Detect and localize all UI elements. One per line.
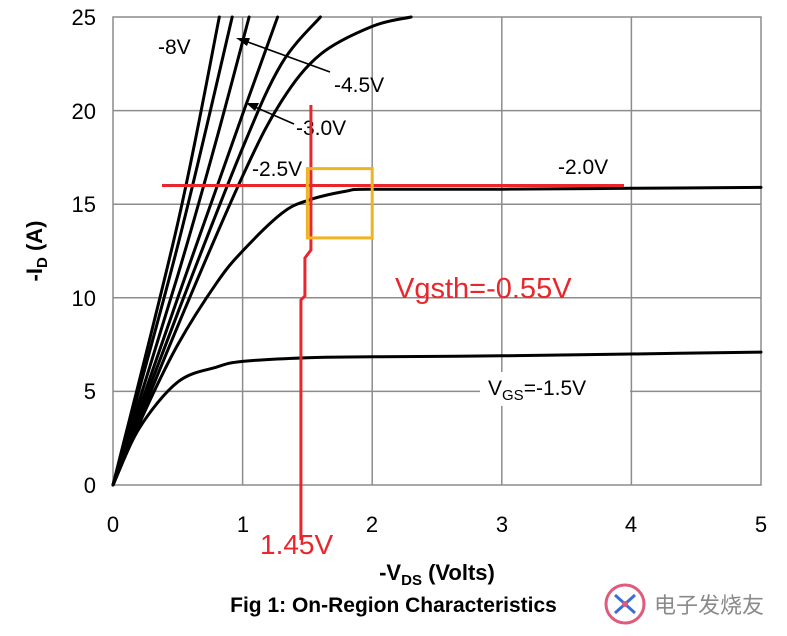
y-tick-label: 0 <box>84 473 96 498</box>
curve-label: -2.0V <box>558 156 608 179</box>
vertical-marker-line <box>299 105 313 540</box>
grid-lines <box>113 17 761 485</box>
series-line <box>111 15 251 487</box>
curve-label: -8V <box>158 36 191 59</box>
arrowhead-icon <box>246 103 259 111</box>
curve-label: -2.5V <box>252 158 302 181</box>
series-line <box>111 350 763 487</box>
vds-marker-label: 1.45V <box>260 529 333 560</box>
plot-area <box>112 16 762 486</box>
watermark-text: 电子发烧友 <box>654 594 765 619</box>
y-tick-label: 15 <box>72 192 96 217</box>
highlight-box <box>305 167 374 240</box>
figure-caption: Fig 1: On-Region Characteristics <box>230 594 557 617</box>
annotation-overlay <box>162 105 624 540</box>
x-tick-label: 1 <box>237 512 249 537</box>
x-tick-label: 3 <box>496 512 508 537</box>
curve-label-vgs: VGS=-1.5V <box>488 377 586 404</box>
y-tick-label: 20 <box>72 99 96 124</box>
label-backdrop <box>554 153 624 179</box>
y-tick-labels: 0 5 10 15 20 25 <box>72 5 96 498</box>
x-tick-label: 0 <box>107 512 119 537</box>
label-backdrop <box>480 372 630 406</box>
label-arrow <box>254 106 295 125</box>
x-tick-label: 5 <box>755 512 767 537</box>
y-tick-label: 5 <box>84 379 96 404</box>
series-line <box>111 15 322 487</box>
watermark: 电子发烧友 <box>602 578 787 630</box>
series-line <box>111 15 413 487</box>
y-tick-label: 25 <box>72 5 96 30</box>
series-line <box>111 15 234 487</box>
x-tick-label: 2 <box>366 512 378 537</box>
x-tick-label: 4 <box>625 512 637 537</box>
curve-label: -3.0V <box>296 117 346 140</box>
vgsth-annotation: Vgsth=-0.55V <box>395 273 572 305</box>
curve-label: -4.5V <box>334 74 384 97</box>
cat-logo-icon <box>604 583 646 625</box>
label-arrow <box>244 40 331 73</box>
x-tick-labels: 0 1 2 3 4 5 <box>107 512 767 537</box>
y-tick-label: 10 <box>72 286 96 311</box>
x-axis-title: -VDS (Volts) <box>379 560 495 589</box>
arrowhead-icon <box>236 38 250 46</box>
y-axis-title: -ID (A) <box>22 221 51 282</box>
series-line <box>111 15 280 487</box>
